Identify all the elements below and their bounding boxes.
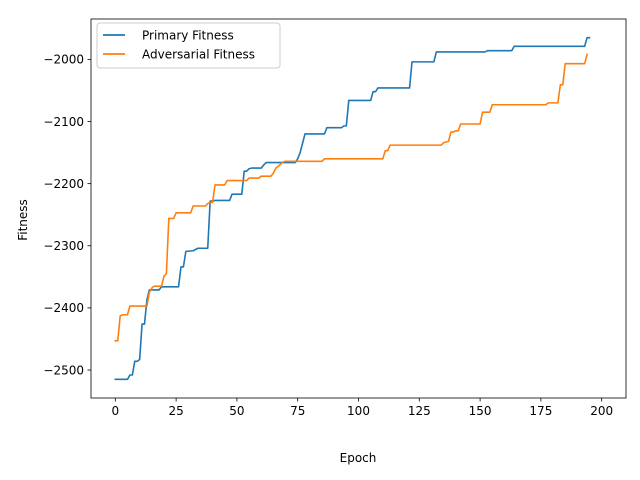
x-axis-title: Epoch bbox=[340, 451, 377, 465]
x-tick-label: 25 bbox=[168, 404, 183, 418]
x-tick-label: 200 bbox=[590, 404, 613, 418]
x-tick-label: 125 bbox=[408, 404, 431, 418]
x-tick-label: 50 bbox=[229, 404, 244, 418]
y-tick-label: −2400 bbox=[43, 301, 84, 315]
y-axis-ticks: −2500 −2400 −2300 −2200 −2100 −2000 bbox=[43, 53, 91, 377]
series-layer bbox=[114, 36, 591, 381]
y-tick-label: −2200 bbox=[43, 177, 84, 191]
x-tick-label: 0 bbox=[111, 404, 119, 418]
legend-label-adversarial: Adversarial Fitness bbox=[142, 48, 255, 62]
legend: Primary Fitness Adversarial Fitness bbox=[96, 22, 281, 69]
legend-box bbox=[96, 22, 281, 69]
y-tick-label: −2500 bbox=[43, 363, 84, 377]
legend-label-primary: Primary Fitness bbox=[142, 29, 234, 43]
plot-area-frame bbox=[90, 18, 627, 399]
x-tick-label: 150 bbox=[469, 404, 492, 418]
x-tick-label: 100 bbox=[347, 404, 370, 418]
x-tick-label: 75 bbox=[290, 404, 305, 418]
y-tick-label: −2000 bbox=[43, 53, 84, 67]
y-tick-label: −2300 bbox=[43, 239, 84, 253]
x-axis-ticks: 0 25 50 75 100 125 150 175 200 bbox=[111, 398, 613, 418]
x-tick-label: 175 bbox=[529, 404, 552, 418]
series-line-primary-fitness bbox=[114, 36, 591, 381]
y-axis-title: Fitness bbox=[16, 199, 30, 241]
series-line-adversarial-fitness bbox=[114, 53, 589, 342]
y-tick-label: −2100 bbox=[43, 115, 84, 129]
